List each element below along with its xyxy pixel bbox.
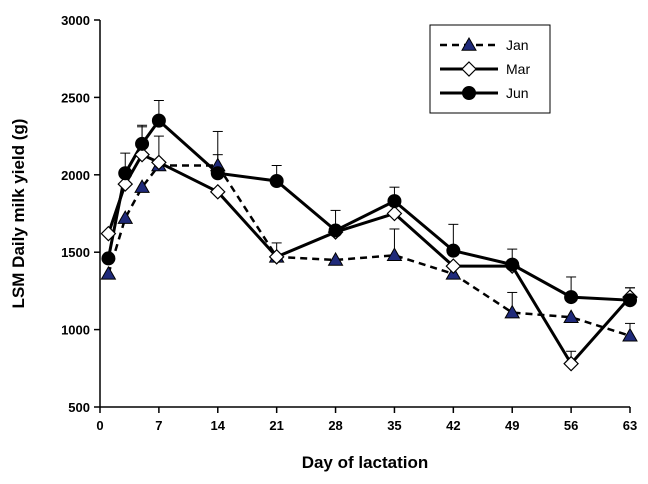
legend-label-mar: Mar: [506, 61, 530, 77]
point-jun: [446, 243, 461, 258]
series-markers: [100, 113, 638, 372]
point-jan: [327, 251, 344, 266]
point-jan: [134, 179, 150, 193]
y-tick-label: 2000: [61, 168, 90, 183]
point-mar: [134, 146, 150, 163]
point-jun: [210, 166, 225, 181]
series-line-jun: [106, 118, 631, 302]
x-tick-label: 14: [211, 418, 226, 433]
x-tick-label: 35: [387, 418, 401, 433]
series-lines: [106, 118, 632, 367]
point-jun: [564, 290, 579, 305]
legend-label-jun: Jun: [506, 85, 529, 101]
y-tick-label: 3000: [61, 13, 90, 28]
x-tick-label: 56: [564, 418, 578, 433]
point-jun: [101, 251, 116, 266]
point-mar: [445, 258, 462, 274]
legend-marker-jun: [462, 86, 476, 100]
point-jan: [563, 309, 579, 323]
x-tick-label: 28: [328, 418, 342, 433]
point-mar: [209, 183, 226, 200]
axes: 500 1000 1500 2000 2500 3000 0 7 14 21 28 35 42 49 56 6…: [61, 13, 637, 433]
point-mar: [268, 248, 285, 265]
point-mar: [563, 355, 579, 372]
x-tick-label: 7: [155, 418, 162, 433]
x-tick-label: 49: [505, 418, 519, 433]
legend-marker-jan: [461, 36, 477, 51]
legend: Jan Mar Jun: [429, 24, 551, 114]
x-tick-label: 21: [269, 418, 283, 433]
point-jun: [387, 194, 402, 209]
y-tick-label: 1500: [61, 245, 90, 260]
point-jan: [100, 265, 117, 280]
point-jan: [622, 327, 638, 342]
x-tick-label: 63: [623, 418, 637, 433]
y-tick-label: 2500: [61, 90, 90, 105]
point-jun: [623, 293, 637, 308]
series-line-jan: [107, 164, 631, 337]
point-mar: [151, 154, 167, 171]
point-jan: [504, 304, 521, 319]
point-jun: [118, 166, 133, 181]
point-mar: [117, 176, 134, 192]
point-jan: [386, 247, 403, 262]
error-bars: [120, 99, 635, 364]
y-tick-label: 500: [68, 400, 90, 415]
point-jun: [505, 257, 520, 272]
x-tick-label: 42: [446, 418, 460, 433]
x-tick-label: 0: [96, 418, 103, 433]
legend-label-jan: Jan: [506, 37, 529, 53]
point-jun: [135, 136, 150, 151]
point-mar: [100, 225, 117, 242]
point-jun: [269, 173, 284, 188]
y-axis-title: LSM Daily milk yield (g): [9, 119, 28, 309]
legend-marker-mar: [461, 61, 477, 77]
x-axis-title: Day of lactation: [302, 453, 429, 472]
point-mar: [386, 205, 403, 222]
series-line-mar: [106, 152, 632, 367]
y-tick-label: 1000: [61, 323, 90, 338]
point-jun: [328, 223, 343, 238]
point-jun: [151, 113, 166, 128]
point-jan: [117, 210, 134, 224]
